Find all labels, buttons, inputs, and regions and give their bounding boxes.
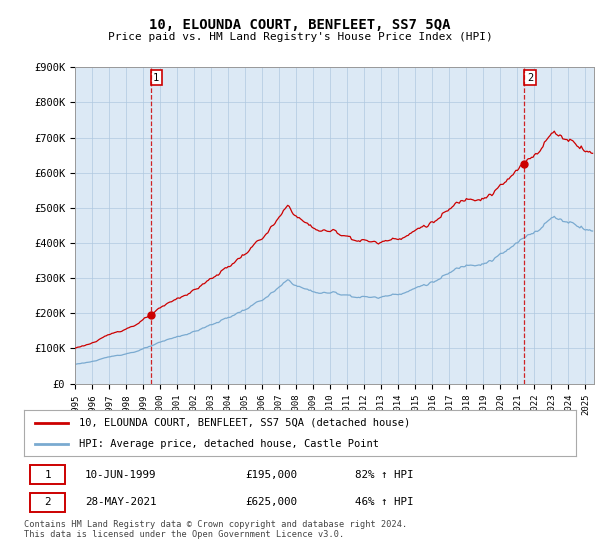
- Text: 82% ↑ HPI: 82% ↑ HPI: [355, 470, 414, 480]
- Text: 10, ELOUNDA COURT, BENFLEET, SS7 5QA (detached house): 10, ELOUNDA COURT, BENFLEET, SS7 5QA (de…: [79, 418, 410, 428]
- Text: 1: 1: [153, 73, 160, 83]
- Text: Contains HM Land Registry data © Crown copyright and database right 2024.
This d: Contains HM Land Registry data © Crown c…: [24, 520, 407, 539]
- Bar: [29, 465, 65, 484]
- Text: 28-MAY-2021: 28-MAY-2021: [85, 497, 156, 507]
- Bar: [29, 493, 65, 512]
- Text: Price paid vs. HM Land Registry's House Price Index (HPI): Price paid vs. HM Land Registry's House …: [107, 32, 493, 43]
- Text: HPI: Average price, detached house, Castle Point: HPI: Average price, detached house, Cast…: [79, 439, 379, 449]
- Text: 46% ↑ HPI: 46% ↑ HPI: [355, 497, 414, 507]
- Text: 1: 1: [44, 470, 51, 480]
- Text: 10, ELOUNDA COURT, BENFLEET, SS7 5QA: 10, ELOUNDA COURT, BENFLEET, SS7 5QA: [149, 18, 451, 32]
- Text: £195,000: £195,000: [245, 470, 297, 480]
- Text: 10-JUN-1999: 10-JUN-1999: [85, 470, 156, 480]
- Text: £625,000: £625,000: [245, 497, 297, 507]
- Text: 2: 2: [44, 497, 51, 507]
- Text: 2: 2: [527, 73, 533, 83]
